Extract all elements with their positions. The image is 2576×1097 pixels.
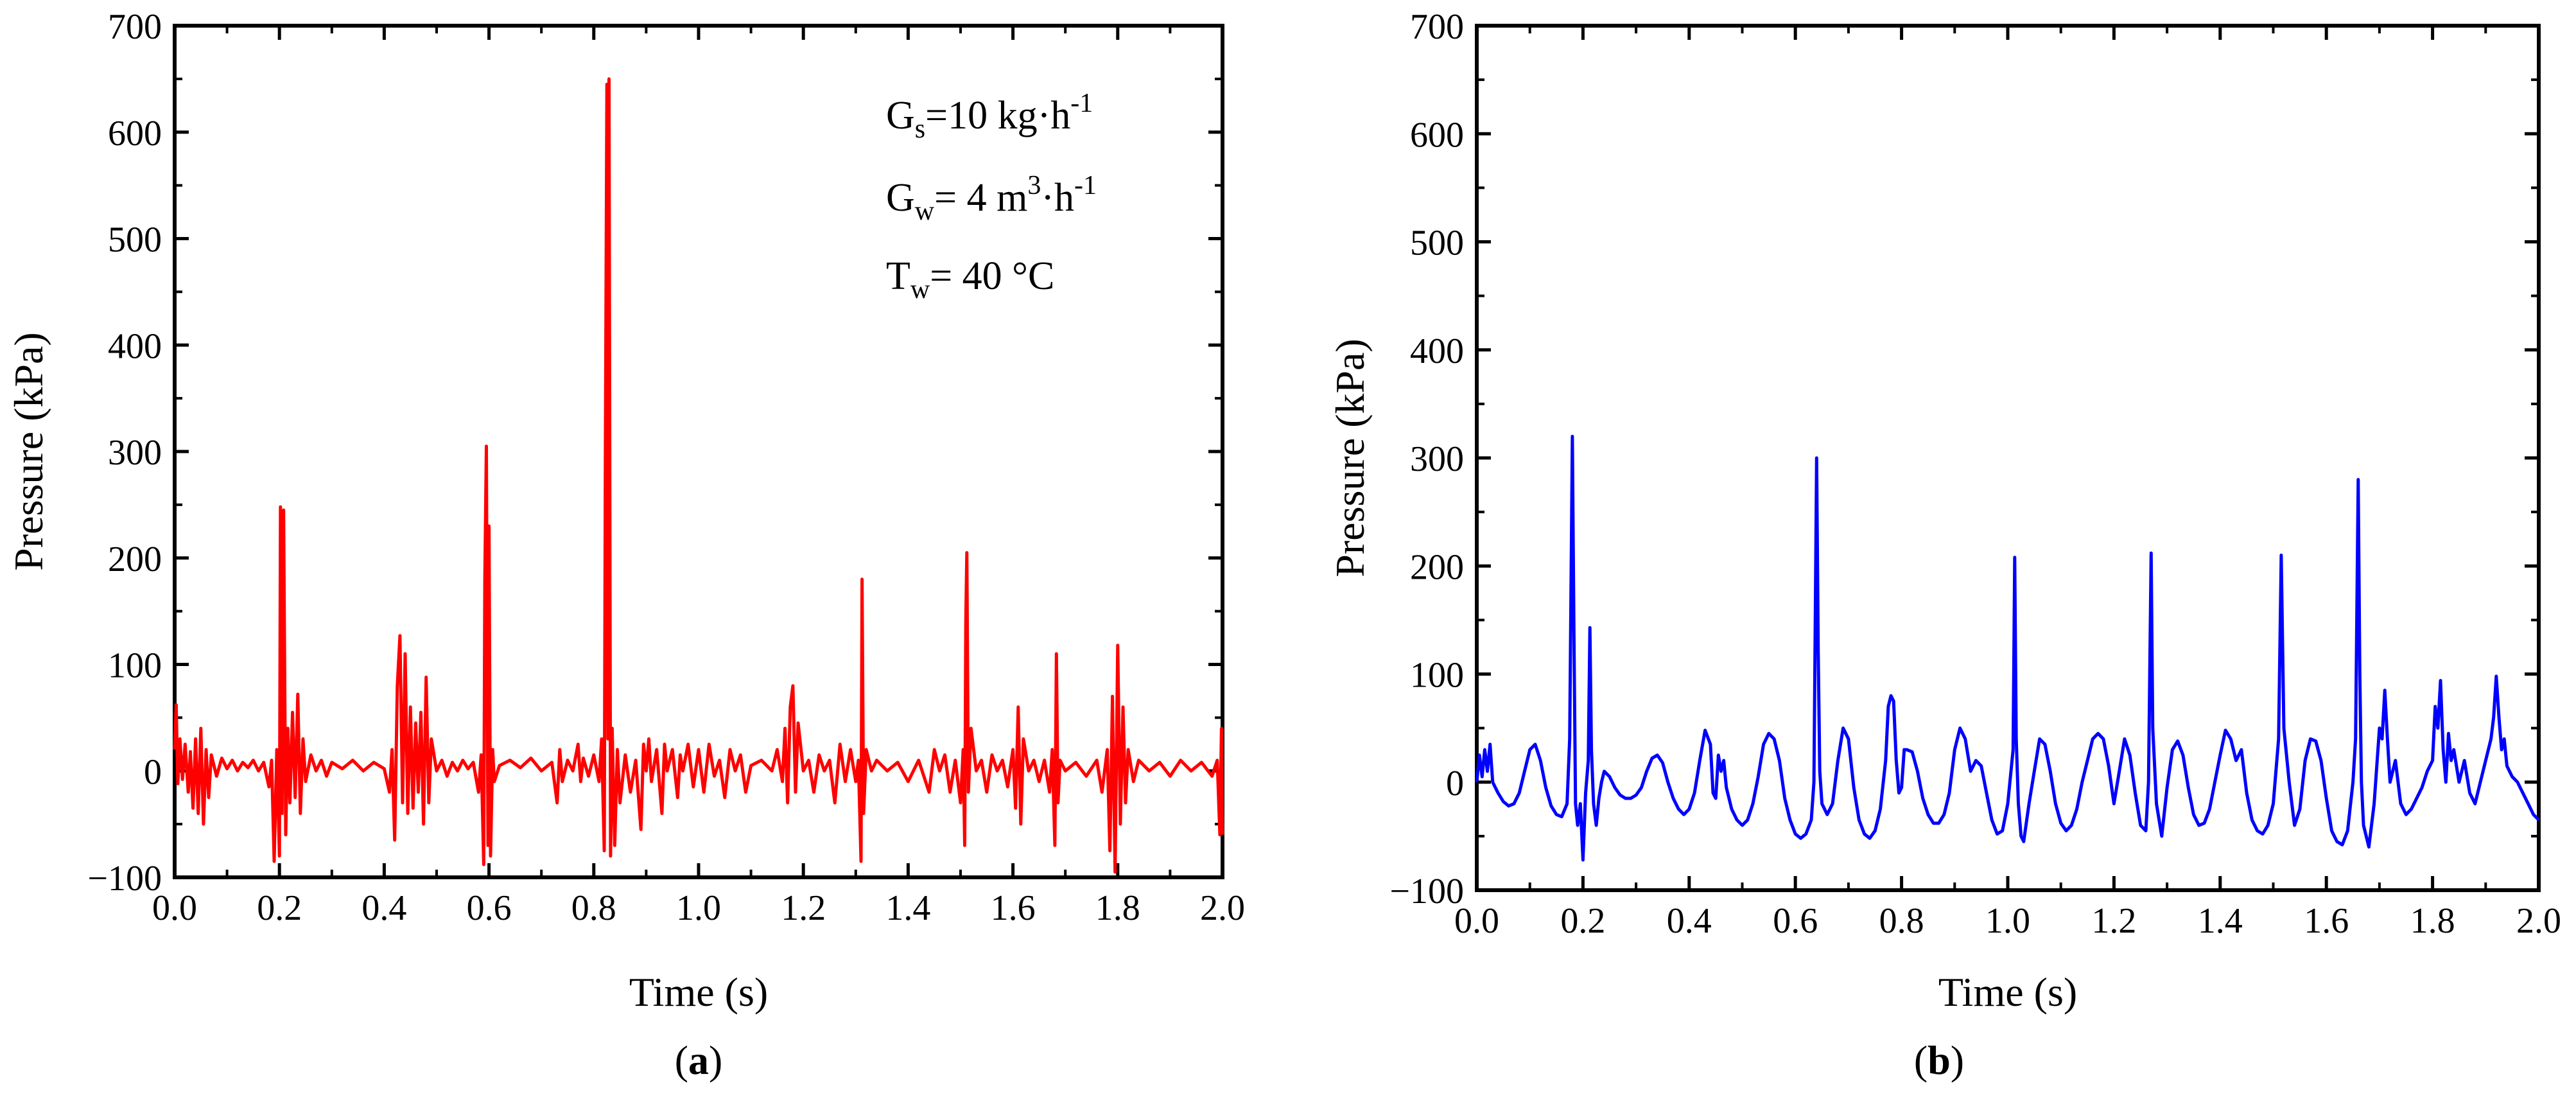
x-tick-label-b: 1.2	[2091, 901, 2136, 941]
panel-label-b: (b)	[1914, 1037, 1964, 1083]
x-tick-label-b: 1.4	[2198, 901, 2243, 941]
y-tick-label-b: −100	[1389, 872, 1464, 911]
x-tick-label-b: 0.2	[1560, 901, 1605, 941]
x-axis-title-a: Time (s)	[629, 969, 768, 1015]
annotation-line-2: Gw= 4 m3·h-1	[886, 171, 1097, 226]
y-tick-label-a: 600	[108, 114, 162, 154]
annotation-2-rest2: ·h	[1041, 176, 1074, 220]
x-tick-label-a: 0.4	[361, 888, 406, 928]
x-tick-label-a: 1.6	[991, 888, 1036, 928]
x-tick-label-a: 1.0	[676, 888, 721, 928]
y-tick-label-b: 400	[1410, 331, 1464, 371]
x-tick-label-a: 0.2	[257, 888, 302, 928]
x-tick-label-a: 1.4	[885, 888, 930, 928]
x-tick-label-a: 2.0	[1200, 888, 1245, 928]
y-tick-label-b: 0	[1446, 764, 1464, 803]
panel-label-a: (a)	[675, 1037, 723, 1083]
x-tick-label-a: 1.2	[781, 888, 826, 928]
y-tick-label-a: 700	[108, 7, 162, 47]
y-tick-label-b: 300	[1410, 439, 1464, 479]
y-tick-label-a: 200	[108, 540, 162, 579]
annotation-2-sup2: -1	[1074, 171, 1097, 200]
panel-label-a-letter: a	[688, 1037, 709, 1083]
annotation-2-sub: w	[915, 197, 935, 226]
annotation-1-base: G	[886, 94, 915, 137]
chart-panel-b: 0.0 0.2 0.4 0.6 0.8 1.0 1.2 1.4 1.6 1.8 2.0 −100 0 10…	[1327, 7, 2561, 1083]
series-line-a	[173, 77, 1224, 874]
y-tick-label-b: 500	[1410, 224, 1464, 263]
x-axis-title-b: Time (s)	[1938, 969, 2077, 1015]
tick-labels-b: 0.0 0.2 0.4 0.6 0.8 1.0 1.2 1.4 1.6 1.8 2.0 −100 0 10…	[1389, 7, 2561, 941]
annotation-1-sup: -1	[1070, 89, 1093, 118]
x-tick-label-b: 1.8	[2410, 901, 2455, 941]
chart-panel-a: 0.0 0.2 0.4 0.6 0.8 1.0 1.2 1.4 1.6 1.8 2.0 −100 0 10…	[6, 7, 1245, 1083]
axis-ticks-a	[173, 24, 1224, 879]
plot-frame-b	[1475, 24, 2541, 892]
annotation-3-rest: = 40 °C	[930, 254, 1054, 298]
annotation-3-sub: w	[910, 275, 930, 304]
x-tick-label-b: 1.0	[1985, 901, 2030, 941]
x-tick-label-a: 0.8	[571, 888, 616, 928]
annotation-line-3: Tw= 40 °C	[886, 254, 1054, 304]
x-tick-label-a: 0.0	[152, 888, 197, 928]
x-tick-label-b: 0.8	[1879, 901, 1924, 941]
x-tick-label-a: 1.8	[1095, 888, 1140, 928]
y-axis-title-a: Pressure (kPa)	[6, 332, 51, 570]
y-tick-label-a: 0	[144, 752, 162, 792]
y-tick-label-b: 100	[1410, 656, 1464, 696]
axis-ticks-b	[1475, 24, 2541, 892]
y-axis-title-b: Pressure (kPa)	[1327, 338, 1373, 577]
tick-labels-a: 0.0 0.2 0.4 0.6 0.8 1.0 1.2 1.4 1.6 1.8 2.0 −100 0 10…	[87, 7, 1245, 928]
annotation-3-base: T	[886, 254, 910, 298]
x-tick-label-b: 1.6	[2304, 901, 2349, 941]
y-tick-label-b: 600	[1410, 115, 1464, 155]
x-tick-label-b: 0.4	[1667, 901, 1712, 941]
annotation-2-rest: = 4 m	[934, 176, 1027, 220]
y-tick-label-a: 400	[108, 326, 162, 366]
annotation-1-rest: =10 kg·h	[925, 94, 1070, 137]
data-series-a	[173, 77, 1224, 874]
annotation-1-sub: s	[915, 114, 925, 144]
annotation-2-base: G	[886, 176, 915, 220]
y-tick-label-a: 500	[108, 220, 162, 260]
y-tick-label-a: 300	[108, 433, 162, 473]
y-tick-label-b: 700	[1410, 7, 1464, 47]
annotation-line-1: Gs=10 kg·h-1	[886, 89, 1093, 144]
x-tick-label-b: 0.6	[1773, 901, 1818, 941]
y-tick-label-a: −100	[87, 859, 162, 899]
y-tick-label-b: 200	[1410, 547, 1464, 587]
x-tick-label-b: 0.0	[1454, 901, 1499, 941]
series-line-b	[1475, 434, 2540, 862]
data-series-b	[1475, 434, 2540, 862]
x-tick-label-a: 0.6	[467, 888, 512, 928]
y-tick-label-a: 100	[108, 646, 162, 686]
annotation-2-sup: 3	[1027, 171, 1041, 200]
x-tick-label-b: 2.0	[2516, 901, 2561, 941]
panel-label-b-letter: b	[1928, 1037, 1951, 1083]
